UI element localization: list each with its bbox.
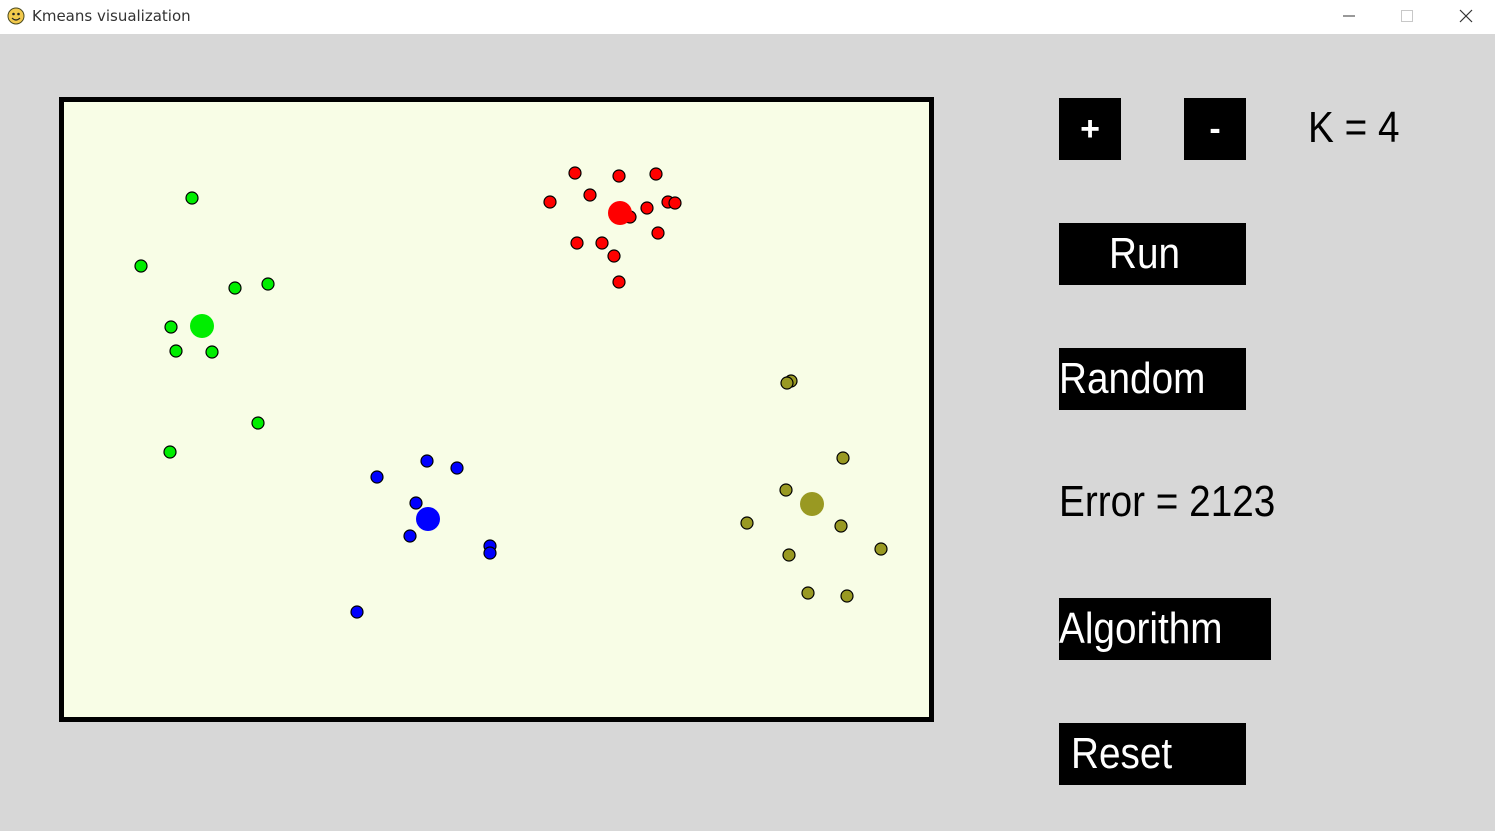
random-button[interactable]: Random bbox=[1059, 348, 1246, 410]
data-point bbox=[205, 345, 219, 359]
reset-button[interactable]: Reset bbox=[1059, 723, 1246, 785]
data-point bbox=[185, 191, 199, 205]
algorithm-button[interactable]: Algorithm bbox=[1059, 598, 1271, 660]
data-point bbox=[163, 445, 177, 459]
cluster-centroid bbox=[416, 507, 440, 531]
data-point bbox=[583, 188, 597, 202]
data-point bbox=[450, 461, 464, 475]
cluster-centroid bbox=[800, 492, 824, 516]
data-point bbox=[607, 249, 621, 263]
plot-canvas[interactable] bbox=[59, 97, 934, 722]
data-point bbox=[874, 542, 888, 556]
increase-k-label: + bbox=[1080, 109, 1100, 148]
minimize-button[interactable] bbox=[1320, 0, 1378, 32]
random-label: Random bbox=[1059, 354, 1206, 403]
error-value-label: Error = 2123 bbox=[1059, 477, 1276, 526]
data-point bbox=[840, 589, 854, 603]
title-bar: Kmeans visualization bbox=[0, 0, 1495, 34]
decrease-k-label: - bbox=[1209, 109, 1221, 148]
maximize-icon bbox=[1401, 10, 1413, 22]
close-button[interactable] bbox=[1437, 0, 1495, 32]
centroids bbox=[190, 201, 824, 531]
data-point bbox=[651, 226, 665, 240]
data-point bbox=[169, 344, 183, 358]
data-point bbox=[834, 519, 848, 533]
data-point bbox=[403, 529, 417, 543]
scatter-plot[interactable] bbox=[59, 97, 934, 722]
reset-label: Reset bbox=[1071, 729, 1173, 778]
data-point bbox=[370, 470, 384, 484]
data-point bbox=[570, 236, 584, 250]
run-button[interactable]: Run bbox=[1059, 223, 1246, 285]
data-point bbox=[228, 281, 242, 295]
minimize-icon bbox=[1343, 15, 1355, 17]
data-point bbox=[134, 259, 148, 273]
data-point bbox=[780, 376, 794, 390]
cluster-centroid bbox=[608, 201, 632, 225]
data-point bbox=[779, 483, 793, 497]
data-point bbox=[612, 275, 626, 289]
run-label: Run bbox=[1109, 229, 1181, 278]
data-point bbox=[568, 166, 582, 180]
increase-k-button[interactable]: + bbox=[1059, 98, 1121, 160]
data-point bbox=[595, 236, 609, 250]
data-point bbox=[409, 496, 423, 510]
app-client-area: + - K = 4 Run Random Error = 2123 Algori… bbox=[0, 34, 1495, 831]
data-point bbox=[164, 320, 178, 334]
python-snake-icon bbox=[7, 7, 25, 25]
data-point bbox=[782, 548, 796, 562]
data-point bbox=[261, 277, 275, 291]
data-point bbox=[740, 516, 754, 530]
data-point bbox=[543, 195, 557, 209]
data-point bbox=[668, 196, 682, 210]
algorithm-label: Algorithm bbox=[1059, 604, 1223, 653]
close-icon bbox=[1459, 9, 1473, 23]
data-point bbox=[836, 451, 850, 465]
k-value-label: K = 4 bbox=[1308, 103, 1400, 152]
data-point bbox=[350, 605, 364, 619]
data-point bbox=[801, 586, 815, 600]
window-title: Kmeans visualization bbox=[32, 7, 191, 25]
decrease-k-button[interactable]: - bbox=[1184, 98, 1246, 160]
data-point bbox=[640, 201, 654, 215]
data-point bbox=[420, 454, 434, 468]
maximize-button[interactable] bbox=[1378, 0, 1436, 32]
data-point bbox=[649, 167, 663, 181]
data-point bbox=[612, 169, 626, 183]
canvas-background bbox=[59, 97, 934, 722]
cluster-centroid bbox=[190, 314, 214, 338]
data-point bbox=[483, 546, 497, 560]
data-point bbox=[251, 416, 265, 430]
